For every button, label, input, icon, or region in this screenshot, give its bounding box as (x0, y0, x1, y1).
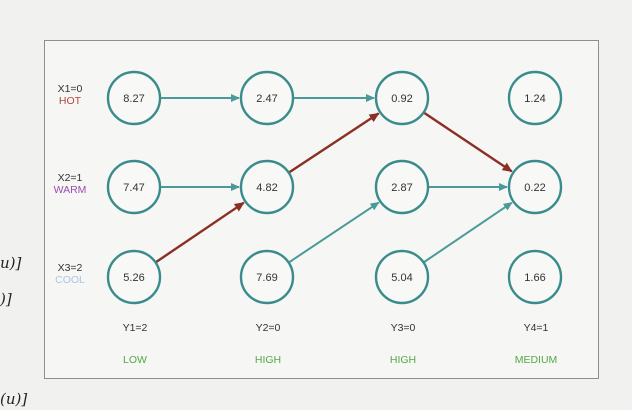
node-circle (374, 70, 430, 126)
best-path-edge-2 (155, 201, 245, 263)
best-path-edge-6 (423, 112, 513, 173)
node-value: 2.87 (391, 182, 412, 194)
node-value: 4.82 (256, 182, 277, 194)
node-circle (106, 70, 162, 126)
node-value: 0.22 (524, 182, 545, 194)
node-value: 8.27 (123, 93, 144, 105)
margin-fragment-3: (u)] (0, 390, 28, 408)
state-name-2: WARM (54, 184, 87, 196)
node-circle (507, 159, 563, 215)
node-circle (507, 249, 563, 305)
trellis-node-t4-s1: 1.24 (507, 70, 563, 126)
trellis-node-t2-s2: 4.82 (239, 159, 295, 215)
observation-name-3: HIGH (390, 354, 416, 366)
observation-label-1: Y1=2 (123, 322, 148, 334)
observation-label-3: Y3=0 (391, 322, 416, 334)
node-value: 7.47 (123, 182, 144, 194)
observation-label-2: Y2=0 (256, 322, 281, 334)
state-label-1: X1=0 (58, 83, 83, 95)
trellis-node-t4-s3: 1.66 (507, 249, 563, 305)
trellis-node-t1-s1: 8.27 (106, 70, 162, 126)
node-circle (374, 249, 430, 305)
state-name-3: COOL (55, 274, 85, 286)
state-label-2: X2=1 (58, 172, 83, 184)
state-label-3: X3=2 (58, 262, 83, 274)
margin-fragment-1: u)] (0, 254, 22, 272)
node-circle (239, 70, 295, 126)
node-circle (239, 159, 295, 215)
trellis-node-t4-s2: 0.22 (507, 159, 563, 215)
node-value: 0.92 (391, 93, 412, 105)
node-value: 5.26 (123, 272, 144, 284)
node-circle (374, 159, 430, 215)
transition-edge-5 (288, 201, 380, 263)
node-value: 1.24 (524, 93, 545, 105)
trellis-node-t3-s1: 0.92 (374, 70, 430, 126)
trellis-node-t2-s3: 7.69 (239, 249, 295, 305)
node-value: 7.69 (256, 272, 277, 284)
margin-fragment-2: )] (0, 290, 12, 308)
best-path-edge-4 (288, 112, 380, 174)
trellis-node-t1-s3: 5.26 (106, 249, 162, 305)
nodes-layer: 8.27 7.47 5.26 2.47 4.82 7.69 0.92 2.87 5.04 1.24… (106, 70, 563, 305)
transition-edge-8 (423, 201, 513, 263)
observation-name-1: LOW (123, 354, 147, 366)
node-value: 5.04 (391, 272, 412, 284)
trellis-node-t1-s2: 7.47 (106, 159, 162, 215)
node-value: 1.66 (524, 272, 545, 284)
trellis-node-t3-s2: 2.87 (374, 159, 430, 215)
trellis-node-t3-s3: 5.04 (374, 249, 430, 305)
node-circle (106, 249, 162, 305)
node-circle (507, 70, 563, 126)
node-value: 2.47 (256, 93, 277, 105)
node-circle (106, 159, 162, 215)
trellis-node-t2-s1: 2.47 (239, 70, 295, 126)
state-name-1: HOT (59, 95, 82, 107)
observation-name-4: MEDIUM (515, 354, 558, 366)
edges-layer (155, 94, 513, 263)
observation-label-4: Y4=1 (524, 322, 549, 334)
observation-name-2: HIGH (255, 354, 281, 366)
node-circle (239, 249, 295, 305)
